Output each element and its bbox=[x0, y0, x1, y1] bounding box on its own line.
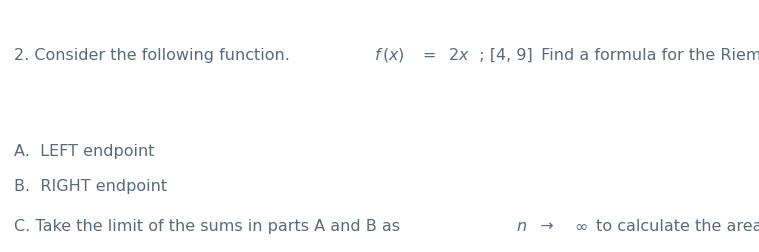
Text: $=$: $=$ bbox=[414, 48, 440, 63]
Text: to calculate the area over the given interval.: to calculate the area over the given int… bbox=[591, 219, 759, 234]
Text: →: → bbox=[531, 219, 564, 234]
Text: B.  RIGHT endpoint: B. RIGHT endpoint bbox=[14, 179, 167, 194]
Text: $2x$: $2x$ bbox=[448, 47, 470, 64]
Text: A.  LEFT endpoint: A. LEFT endpoint bbox=[14, 144, 154, 159]
Text: 2. Consider the following function.: 2. Consider the following function. bbox=[14, 48, 293, 63]
Text: $\infty$: $\infty$ bbox=[574, 219, 587, 234]
Text: C. Take the limit of the sums in parts A and B as: C. Take the limit of the sums in parts A… bbox=[14, 219, 403, 234]
Text: ; [4, 9]  Find a formula for the Riemann sum using the: ; [4, 9] Find a formula for the Riemann … bbox=[476, 48, 759, 63]
Text: $n$: $n$ bbox=[516, 219, 527, 234]
Text: $f\,(x)$: $f\,(x)$ bbox=[374, 46, 405, 65]
